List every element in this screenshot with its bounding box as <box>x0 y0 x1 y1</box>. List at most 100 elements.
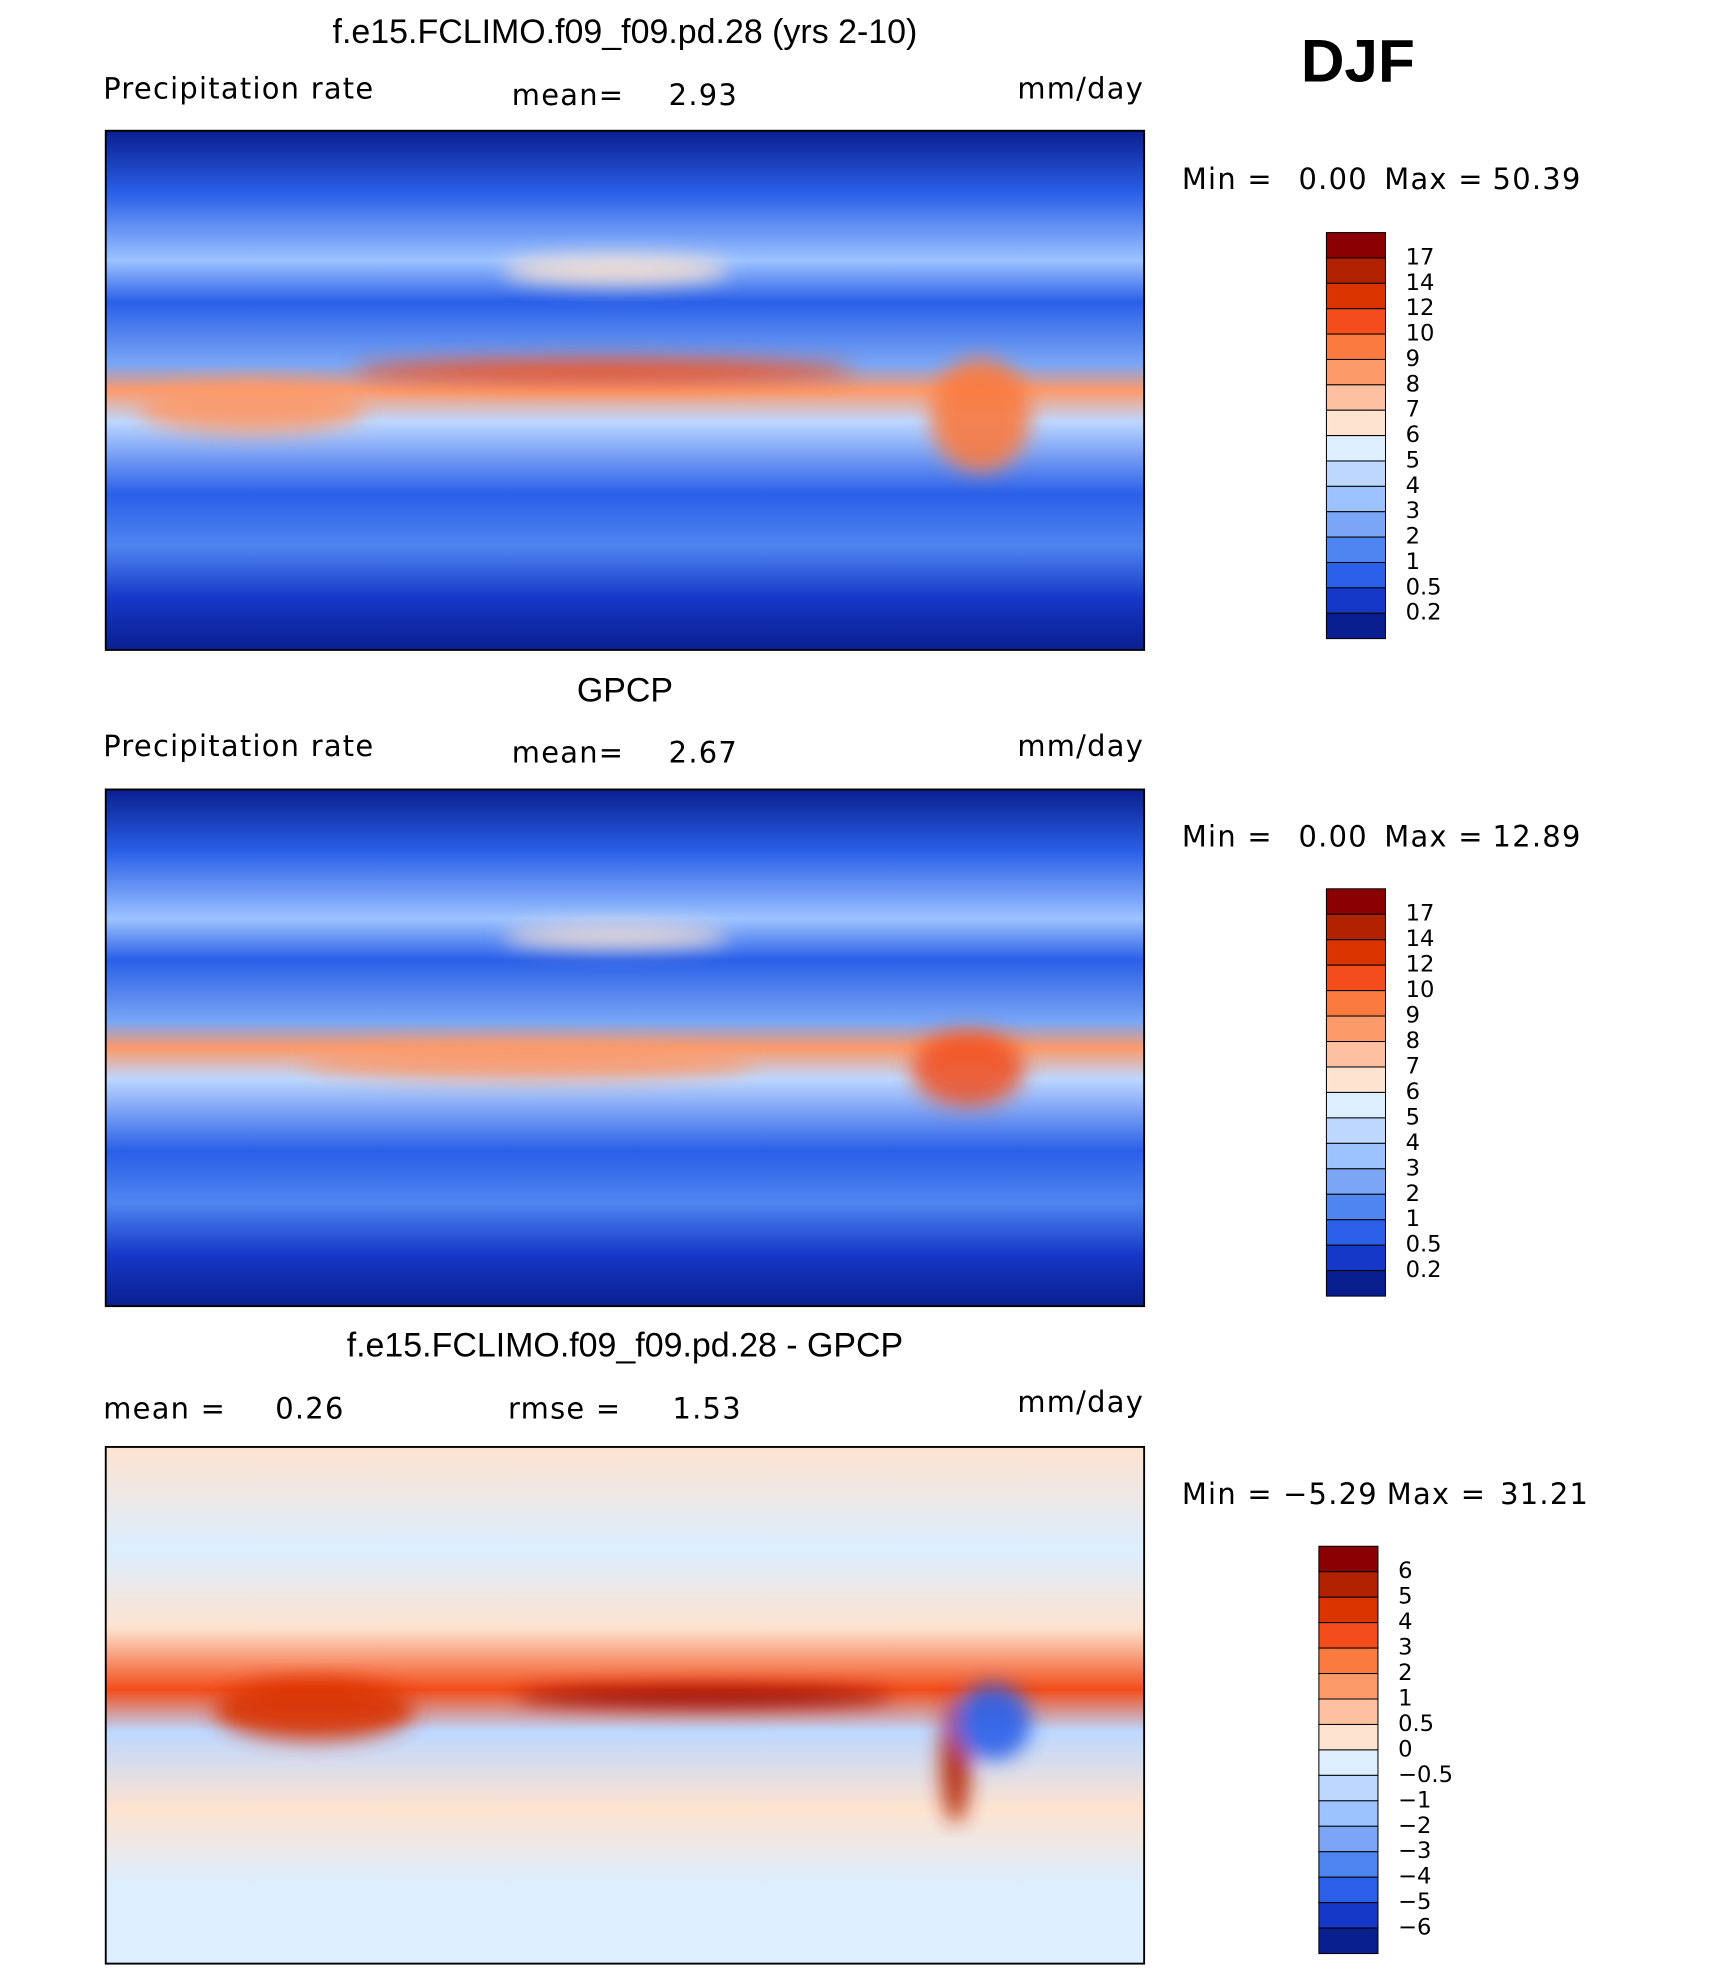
colorbar-label: 5 <box>1406 447 1420 473</box>
max-value: 50.39 <box>1493 162 1582 196</box>
colorbar-label: 6 <box>1398 1558 1412 1584</box>
colorbar-box <box>1318 1749 1379 1776</box>
colorbar-label: 6 <box>1406 1079 1420 1105</box>
season: DJF <box>1301 26 1415 94</box>
colorbar-label: 8 <box>1406 1028 1420 1054</box>
max-label: Max = <box>1384 820 1483 854</box>
colorbar-box <box>1318 1876 1379 1904</box>
colorbar-label: 12 <box>1406 295 1435 321</box>
colorbar-box <box>1325 409 1387 437</box>
colorbar-box <box>1318 1545 1379 1573</box>
colorbar-label: 10 <box>1406 321 1435 347</box>
colorbar-box <box>1325 1117 1387 1144</box>
colorbar-label: 2 <box>1406 1181 1420 1207</box>
panel: GPCP Precipitation rate mean= 2.67 mm/da… <box>103 672 1582 1308</box>
colorbar-label: 9 <box>1406 1003 1420 1029</box>
max-value: 12.89 <box>1493 820 1582 854</box>
colorbar-label: 8 <box>1406 371 1420 397</box>
colorbar-box <box>1318 1698 1379 1725</box>
panel-title: f.e15.FCLIMO.f09_f09.pd.28 (yrs 2-10) <box>333 13 918 51</box>
colorbar-label: 14 <box>1406 926 1435 952</box>
min-label: Min = <box>1182 1477 1273 1511</box>
left-label: Precipitation rate <box>103 72 374 106</box>
left-value: 0.26 <box>275 1391 344 1425</box>
min-value: −5.29 <box>1283 1477 1378 1511</box>
colorbar-box <box>1318 1596 1379 1624</box>
colorbar-label: −0.5 <box>1398 1762 1453 1788</box>
colorbar-label: 4 <box>1398 1609 1412 1635</box>
min-label: Min = <box>1182 820 1273 854</box>
colorbar-box <box>1325 435 1387 462</box>
colorbar-label: 1 <box>1398 1686 1412 1712</box>
colorbar-label: −1 <box>1398 1787 1431 1813</box>
colorbar-label: 4 <box>1406 473 1420 499</box>
units: mm/day <box>1017 72 1144 106</box>
colorbar-label: 1 <box>1406 1206 1420 1232</box>
colorbar-box <box>1325 511 1387 538</box>
stat-value: 1.53 <box>672 1391 741 1425</box>
colorbar-box <box>1325 460 1387 487</box>
colorbar-box <box>1325 1219 1387 1246</box>
colorbar-label: 17 <box>1406 244 1435 270</box>
map <box>104 1446 1146 1965</box>
colorbar-box <box>1325 1066 1387 1093</box>
colorbar-label: 9 <box>1406 346 1420 372</box>
panel-title: GPCP <box>577 672 673 710</box>
colorbar-box <box>1325 1168 1387 1195</box>
colorbar-label: 1 <box>1406 549 1420 575</box>
map <box>104 129 1146 651</box>
colorbar-box <box>1325 1193 1387 1221</box>
units: mm/day <box>1017 729 1144 763</box>
colorbar-box <box>1318 1851 1379 1878</box>
colorbar-box <box>1325 257 1387 284</box>
colorbar-box <box>1325 1142 1387 1170</box>
colorbar-label: 0 <box>1398 1736 1412 1762</box>
colorbar-box <box>1325 282 1387 310</box>
colorbar-box <box>1325 612 1387 640</box>
colorbar-label: 10 <box>1406 977 1435 1003</box>
colorbar-label: −2 <box>1398 1813 1431 1839</box>
colorbar-label: 2 <box>1398 1660 1412 1686</box>
colorbar-box <box>1325 333 1387 360</box>
colorbar-box <box>1325 888 1387 915</box>
colorbar-label: −4 <box>1398 1864 1431 1890</box>
stat-label: rmse = <box>508 1391 621 1425</box>
max-label: Max = <box>1387 1477 1486 1511</box>
colorbar-label: 12 <box>1406 952 1435 978</box>
colorbar-box <box>1325 587 1387 614</box>
colorbar-box <box>1325 561 1387 589</box>
colorbar-label: 0.5 <box>1406 1232 1442 1258</box>
colorbar-label: 7 <box>1406 1053 1420 1079</box>
panel: f.e15.FCLIMO.f09_f09.pd.28 (yrs 2-10) Pr… <box>103 13 1582 651</box>
colorbar-box <box>1325 964 1387 992</box>
colorbar-box <box>1325 1015 1387 1043</box>
colorbar-box <box>1318 1622 1379 1649</box>
map <box>104 788 1146 1308</box>
left-label: mean = <box>103 1391 226 1425</box>
colorbar-box <box>1318 1774 1379 1802</box>
panel-title: f.e15.FCLIMO.f09_f09.pd.28 - GPCP <box>347 1327 903 1365</box>
min-value: 0.00 <box>1299 162 1368 196</box>
min-value: 0.00 <box>1299 820 1368 854</box>
colorbar-label: 7 <box>1406 397 1420 423</box>
colorbar-label: 3 <box>1406 1155 1420 1181</box>
min-label: Min = <box>1182 162 1273 196</box>
colorbar-box <box>1325 308 1387 335</box>
colorbar-box <box>1318 1902 1379 1929</box>
colorbar-label: 0.5 <box>1406 574 1442 600</box>
colorbar-box <box>1325 990 1387 1017</box>
colorbar-label: 6 <box>1406 422 1420 448</box>
stat-label: mean= <box>512 78 624 112</box>
colorbar-label: 5 <box>1406 1104 1420 1130</box>
colorbar-box <box>1325 232 1387 259</box>
colorbar-box <box>1325 358 1387 386</box>
colorbar-label: 17 <box>1406 901 1435 927</box>
colorbar-box <box>1325 1091 1387 1119</box>
colorbar-box <box>1325 536 1387 563</box>
colorbar-label: 2 <box>1406 524 1420 550</box>
colorbar-label: 5 <box>1398 1584 1412 1610</box>
